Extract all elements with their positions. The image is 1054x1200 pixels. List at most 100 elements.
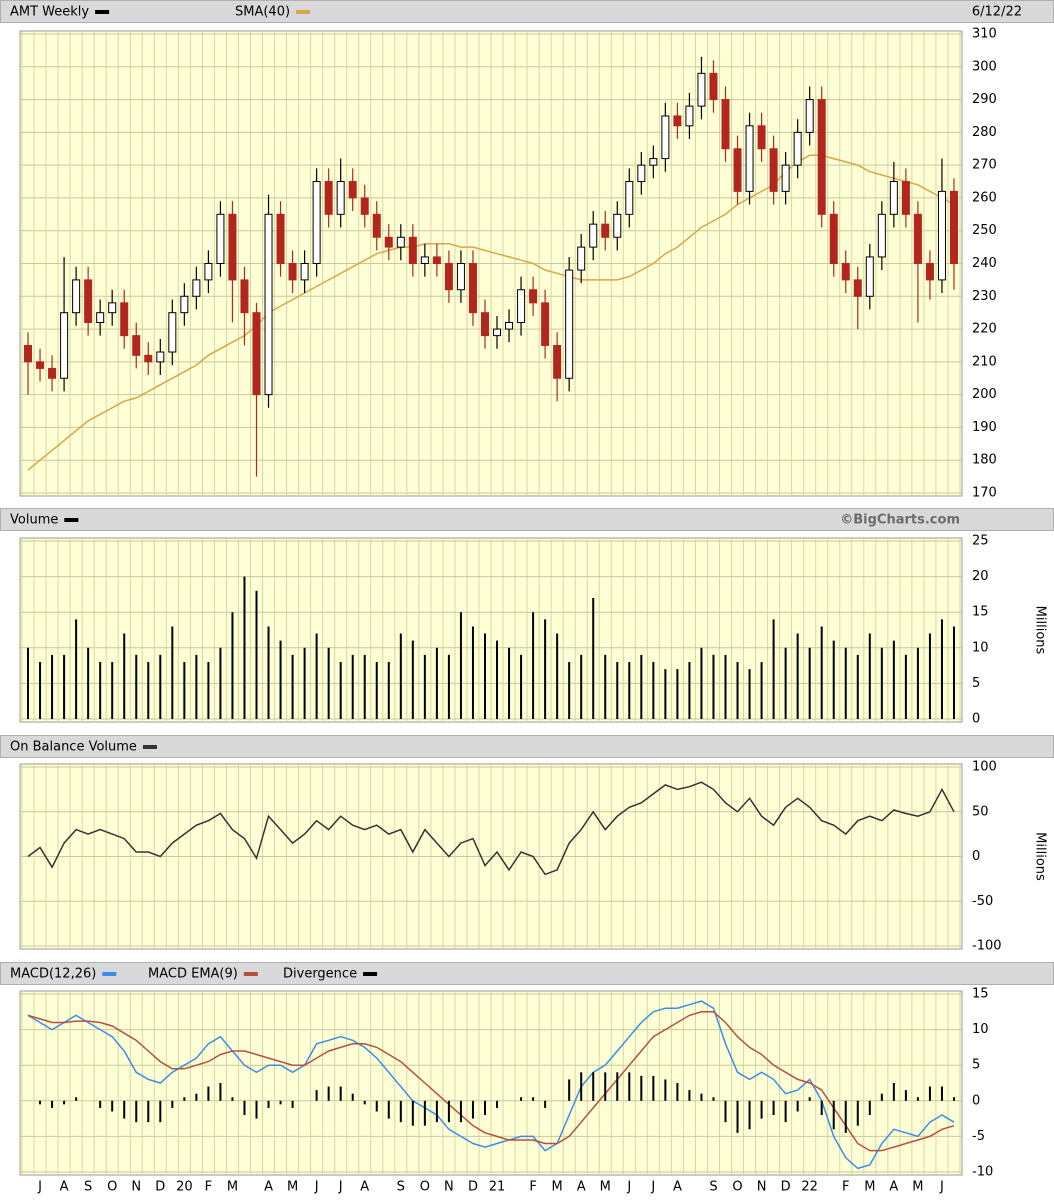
y-tick-label: 0 xyxy=(972,712,980,727)
candle-body xyxy=(925,263,934,281)
y-tick-label: -100 xyxy=(972,939,1002,954)
legend-label: Divergence xyxy=(283,967,357,982)
candle-body xyxy=(324,181,333,215)
candle-body xyxy=(132,335,141,356)
candle-body xyxy=(841,263,850,281)
x-tick-label: A xyxy=(577,1180,586,1195)
candle-body xyxy=(565,269,574,379)
candle-body xyxy=(252,312,261,396)
candle-body xyxy=(156,351,165,363)
candle-body xyxy=(913,213,922,264)
y-tick-label: 240 xyxy=(972,256,997,271)
x-tick-label: N xyxy=(131,1180,141,1195)
candle-body xyxy=(673,115,682,127)
y-tick-label: 50 xyxy=(972,804,989,819)
x-tick-label: M xyxy=(287,1180,298,1195)
candle-body xyxy=(601,223,610,238)
candle-body xyxy=(589,223,598,248)
x-tick-label: F xyxy=(205,1180,212,1195)
candle-body xyxy=(384,236,393,248)
legend-label: SMA(40) xyxy=(235,5,290,20)
candle-body xyxy=(937,190,946,281)
candle-body xyxy=(541,302,550,346)
y-tick-label: -5 xyxy=(972,1129,985,1144)
candle-body xyxy=(625,181,634,215)
x-tick-label: M xyxy=(912,1180,923,1195)
legend-label: AMT Weekly xyxy=(10,5,89,20)
candle-body xyxy=(769,148,778,192)
candle-body xyxy=(396,236,405,248)
y-tick-label: 100 xyxy=(972,760,997,775)
candle-body xyxy=(336,181,345,215)
x-tick-label: O xyxy=(107,1180,117,1195)
candle-body xyxy=(733,148,742,192)
x-tick-label: D xyxy=(155,1180,165,1195)
x-tick-label: J xyxy=(939,1180,944,1195)
candle-body xyxy=(144,354,153,363)
candle-body xyxy=(168,312,177,353)
candle-body xyxy=(577,246,586,271)
x-tick-label: 21 xyxy=(489,1180,506,1195)
candle-body xyxy=(60,312,69,379)
x-tick-label: S xyxy=(397,1180,405,1195)
y-tick-label: 200 xyxy=(972,387,997,402)
legend-label: Volume xyxy=(10,513,58,528)
candle-body xyxy=(360,197,369,215)
x-tick-label: J xyxy=(37,1180,42,1195)
y-tick-label: 230 xyxy=(972,289,997,304)
y-tick-label: 310 xyxy=(972,27,997,42)
candle-body xyxy=(649,158,658,166)
candle-body xyxy=(853,279,862,297)
y-tick-label: 190 xyxy=(972,420,997,435)
x-tick-label: N xyxy=(444,1180,454,1195)
y-tick-label: 10 xyxy=(972,640,989,655)
candle-body xyxy=(757,125,766,150)
candle-body xyxy=(228,213,237,281)
x-tick-label: M xyxy=(227,1180,238,1195)
candle-body xyxy=(793,131,802,166)
candle-body xyxy=(192,279,201,297)
x-tick-label: F xyxy=(842,1180,849,1195)
y-tick-label: 25 xyxy=(972,534,989,549)
y-tick-label: 0 xyxy=(972,849,980,864)
x-tick-label: A xyxy=(889,1180,898,1195)
x-tick-label: O xyxy=(732,1180,742,1195)
candle-body xyxy=(817,99,826,215)
candle-body xyxy=(480,312,489,337)
candle-body xyxy=(949,190,958,264)
y-tick-label: 0 xyxy=(972,1093,980,1108)
candle-body xyxy=(901,181,910,215)
candle-body xyxy=(661,115,670,160)
series-line xyxy=(27,1011,955,1152)
x-tick-label: M xyxy=(552,1180,563,1195)
y-tick-label: 280 xyxy=(972,125,997,140)
header-bar xyxy=(0,735,1054,758)
candle-body xyxy=(24,344,33,363)
candle-body xyxy=(637,164,646,183)
y-tick-label: 15 xyxy=(972,605,989,620)
x-tick-label: 20 xyxy=(176,1180,193,1195)
y-tick-label: 5 xyxy=(972,1058,980,1073)
credit: ©BigCharts.com xyxy=(840,513,960,528)
y-tick-label: 270 xyxy=(972,158,997,173)
candle-body xyxy=(432,256,441,265)
candle-body xyxy=(805,99,814,133)
candle-body xyxy=(685,105,694,127)
y-axis-label: Millions xyxy=(1033,606,1048,655)
legend-label: MACD EMA(9) xyxy=(148,967,238,982)
y-tick-label: 260 xyxy=(972,190,997,205)
x-tick-label: S xyxy=(84,1180,92,1195)
candle-body xyxy=(505,322,514,330)
candle-body xyxy=(108,302,117,314)
x-tick-label: S xyxy=(709,1180,717,1195)
candle-body xyxy=(372,213,381,238)
candle-body xyxy=(408,236,417,264)
candle-body xyxy=(120,302,129,337)
candle-body xyxy=(745,125,754,192)
candle-body xyxy=(216,213,225,264)
candle-body xyxy=(613,213,622,238)
y-tick-label: 10 xyxy=(972,1022,989,1037)
x-tick-label: J xyxy=(314,1180,319,1195)
header-bar xyxy=(0,0,1054,23)
